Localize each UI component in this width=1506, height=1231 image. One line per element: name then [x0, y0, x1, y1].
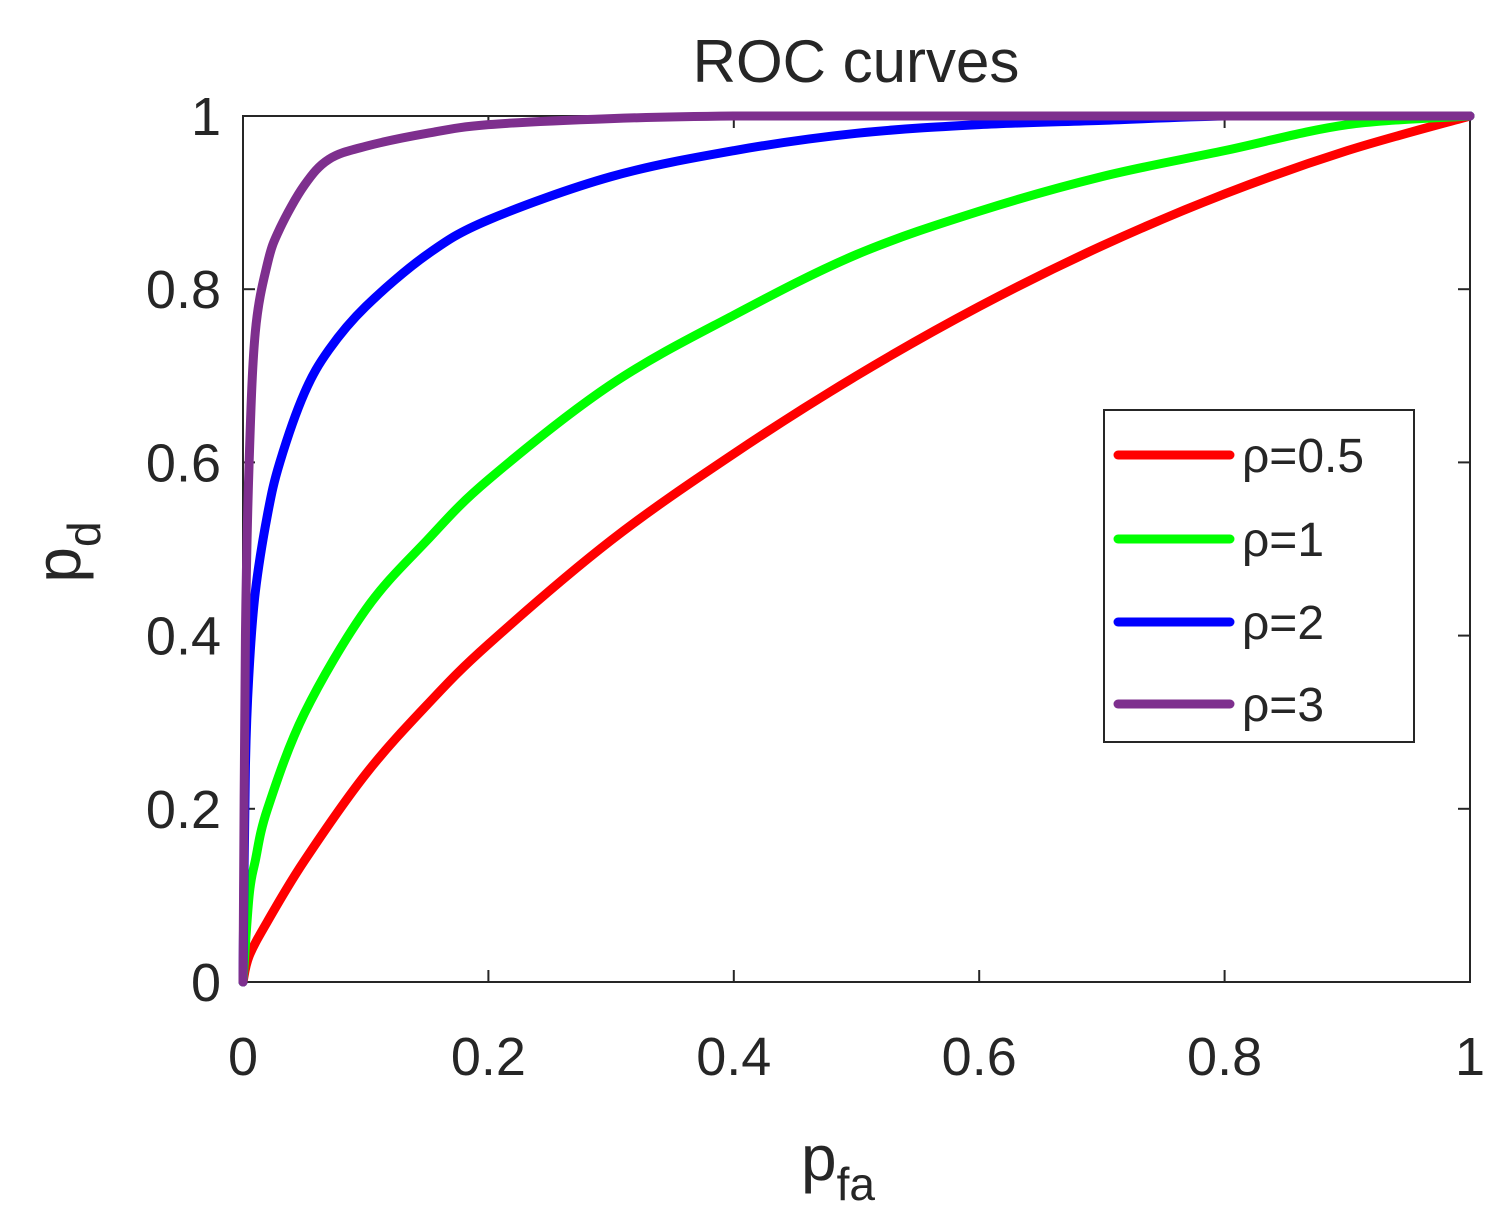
y-axis-title-sub: d: [58, 521, 110, 547]
y-tick-label: 0.6: [146, 433, 221, 493]
x-axis-title-sub: fa: [837, 1158, 876, 1210]
series-lines: [238, 111, 1475, 987]
series-line-1: [238, 111, 1475, 987]
legend-label-2: ρ=1: [1242, 514, 1324, 567]
y-axis-title-base: p: [22, 547, 94, 583]
legend-label-3: ρ=2: [1242, 597, 1324, 650]
legend-label-1: ρ=0.5: [1242, 430, 1364, 483]
y-tick-label: 0.2: [146, 780, 221, 840]
tick-labels: 0 0.2 0.4 0.6 0.8 1 0 0.2 0.4 0.6 0.8 1: [146, 87, 1485, 1087]
y-tick-label: 1: [191, 87, 221, 147]
x-axis-title: pfa: [801, 1122, 875, 1210]
x-tick-label: 1: [1455, 1027, 1485, 1087]
legend-box: [1103, 409, 1415, 743]
y-tick-label: 0: [191, 953, 221, 1013]
y-tick-label: 0.4: [146, 607, 221, 667]
x-axis-title-base: p: [801, 1122, 837, 1194]
legend-label-4: ρ=3: [1242, 679, 1324, 732]
series-line-4: [238, 111, 1475, 987]
x-tick-label: 0.6: [942, 1027, 1017, 1087]
x-tick-label: 0.8: [1187, 1027, 1262, 1087]
chart-title: ROC curves: [693, 28, 1020, 95]
series-line-2: [238, 111, 1475, 987]
x-tick-label: 0.4: [696, 1027, 771, 1087]
x-tick-label: 0.2: [451, 1027, 526, 1087]
y-axis-title: pd: [22, 521, 110, 582]
x-tick-label: 0: [228, 1027, 258, 1087]
legend: ρ=0.5 ρ=1 ρ=2 ρ=3: [1103, 409, 1415, 743]
y-tick-label: 0.8: [146, 260, 221, 320]
